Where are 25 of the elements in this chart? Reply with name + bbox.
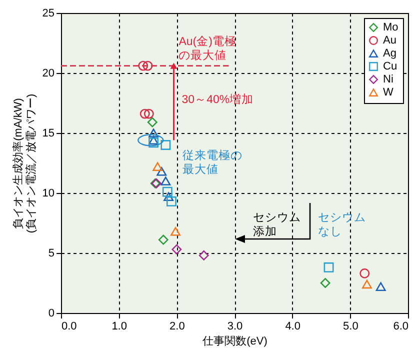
legend-label: Mo (383, 22, 398, 34)
x-tick-label: 5.0 (343, 320, 358, 332)
legend-label: Cu (383, 60, 398, 72)
x-tick-label: 0.0 (62, 320, 77, 332)
legend-label: Ni (383, 74, 394, 86)
annotation: セシウムなし (318, 212, 366, 238)
y-tick-label: 0 (48, 308, 54, 320)
legend-label: Au (383, 34, 396, 46)
x-tick-label: 1.0 (112, 320, 127, 332)
annotation: 30～40%増加 (182, 92, 254, 106)
x-tick-label: 4.0 (285, 320, 300, 332)
legend-label: Ag (383, 48, 396, 60)
x-tick-label: 3.0 (227, 320, 243, 332)
y-tick-label: 10 (42, 188, 54, 200)
y-tick-label: 15 (42, 128, 54, 140)
y-tick-label: 5 (48, 248, 54, 260)
annotation: 従来電極の最大値 (182, 149, 243, 176)
x-tick-label: 6.0 (393, 320, 408, 332)
x-axis-title: 仕事関数(eV) (202, 334, 268, 348)
annotation: Au(金)電極の最大値 (178, 34, 236, 62)
y-tick-label: 20 (42, 68, 54, 80)
y-axis-title: 負イオン生成効率(mA/kW) (負イオン電流／放電パワー) (11, 94, 38, 234)
y-tick-label: 25 (42, 8, 54, 20)
x-tick-label: 2.0 (170, 320, 185, 332)
legend-label: W (383, 86, 394, 98)
